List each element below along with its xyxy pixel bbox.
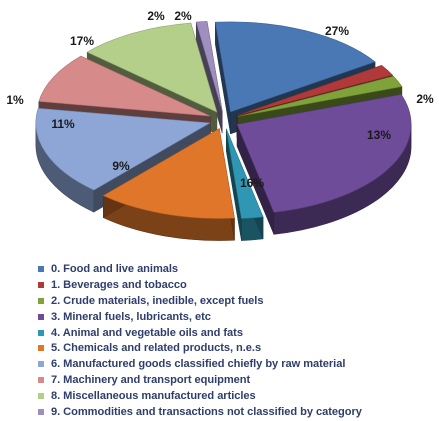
legend-swatch-8 bbox=[38, 393, 44, 400]
data-label-0: 17% bbox=[70, 34, 94, 48]
pie-slice-5 bbox=[102, 128, 235, 241]
data-label-2: 2% bbox=[174, 9, 192, 23]
legend-swatch-9 bbox=[38, 408, 44, 415]
legend-item-3: 3. Mineral fuels, lubricants, etc bbox=[38, 309, 438, 325]
legend-item-4: 4. Animal and vegetable oils and fats bbox=[38, 325, 438, 341]
legend-label-1: 1. Beverages and tobacco bbox=[51, 278, 187, 291]
legend-swatch-6 bbox=[38, 361, 44, 368]
data-label-3: 27% bbox=[325, 24, 349, 38]
legend-item-9: 9. Commodities and transactions not clas… bbox=[38, 404, 438, 420]
legend-label-8: 8. Miscellaneous manufactured articles bbox=[51, 390, 256, 403]
pie-chart-svg: 17% 2% 2% 27% 2% 13% 16% 9% 11% 1% bbox=[6, 9, 434, 241]
legend-label-9: 9. Commodities and transactions not clas… bbox=[51, 405, 362, 418]
legend-item-7: 7. Machinery and transport equipment bbox=[38, 372, 438, 388]
legend-label-3: 3. Mineral fuels, lubricants, etc bbox=[51, 310, 211, 323]
legend: 0. Food and live animals 1. Beverages and… bbox=[38, 261, 438, 420]
data-label-7: 9% bbox=[112, 159, 130, 173]
legend-label-4: 4. Animal and vegetable oils and fats bbox=[51, 326, 243, 339]
pie-slice-4 bbox=[225, 128, 264, 241]
data-label-5: 13% bbox=[367, 128, 391, 142]
legend-label-6: 6. Manufactured goods classified chiefly… bbox=[51, 358, 346, 371]
pie-slice-3 bbox=[236, 94, 412, 235]
legend-swatch-5 bbox=[38, 345, 44, 352]
data-label-4: 2% bbox=[416, 92, 434, 106]
legend-item-8: 8. Miscellaneous manufactured articles bbox=[38, 388, 438, 404]
legend-swatch-0 bbox=[38, 265, 44, 272]
legend-item-2: 2. Crude materials, inedible, except fue… bbox=[38, 293, 438, 309]
pie-chart: 17% 2% 2% 27% 2% 13% 16% 9% 11% 1% bbox=[6, 9, 434, 241]
legend-swatch-1 bbox=[38, 281, 44, 288]
data-label-1: 2% bbox=[147, 9, 165, 23]
legend-swatch-7 bbox=[38, 377, 44, 384]
legend-label-0: 0. Food and live animals bbox=[51, 262, 179, 275]
legend-label-5: 5. Chemicals and related products, n.e.s bbox=[51, 342, 262, 355]
legend-label-2: 2. Crude materials, inedible, except fue… bbox=[51, 294, 264, 307]
legend-swatch-4 bbox=[38, 329, 44, 336]
legend-swatch-3 bbox=[38, 313, 44, 320]
data-label-9: 1% bbox=[6, 93, 24, 107]
legend-item-6: 6. Manufactured goods classified chiefly… bbox=[38, 356, 438, 372]
legend-label-7: 7. Machinery and transport equipment bbox=[51, 374, 251, 387]
data-label-6: 16% bbox=[240, 176, 264, 190]
pie-slice-9 bbox=[195, 21, 223, 134]
legend-item-0: 0. Food and live animals bbox=[38, 261, 438, 277]
legend-swatch-2 bbox=[38, 297, 44, 304]
data-label-8: 11% bbox=[51, 117, 75, 131]
legend-item-1: 1. Beverages and tobacco bbox=[38, 277, 438, 293]
legend-item-5: 5. Chemicals and related products, n.e.s bbox=[38, 340, 438, 356]
